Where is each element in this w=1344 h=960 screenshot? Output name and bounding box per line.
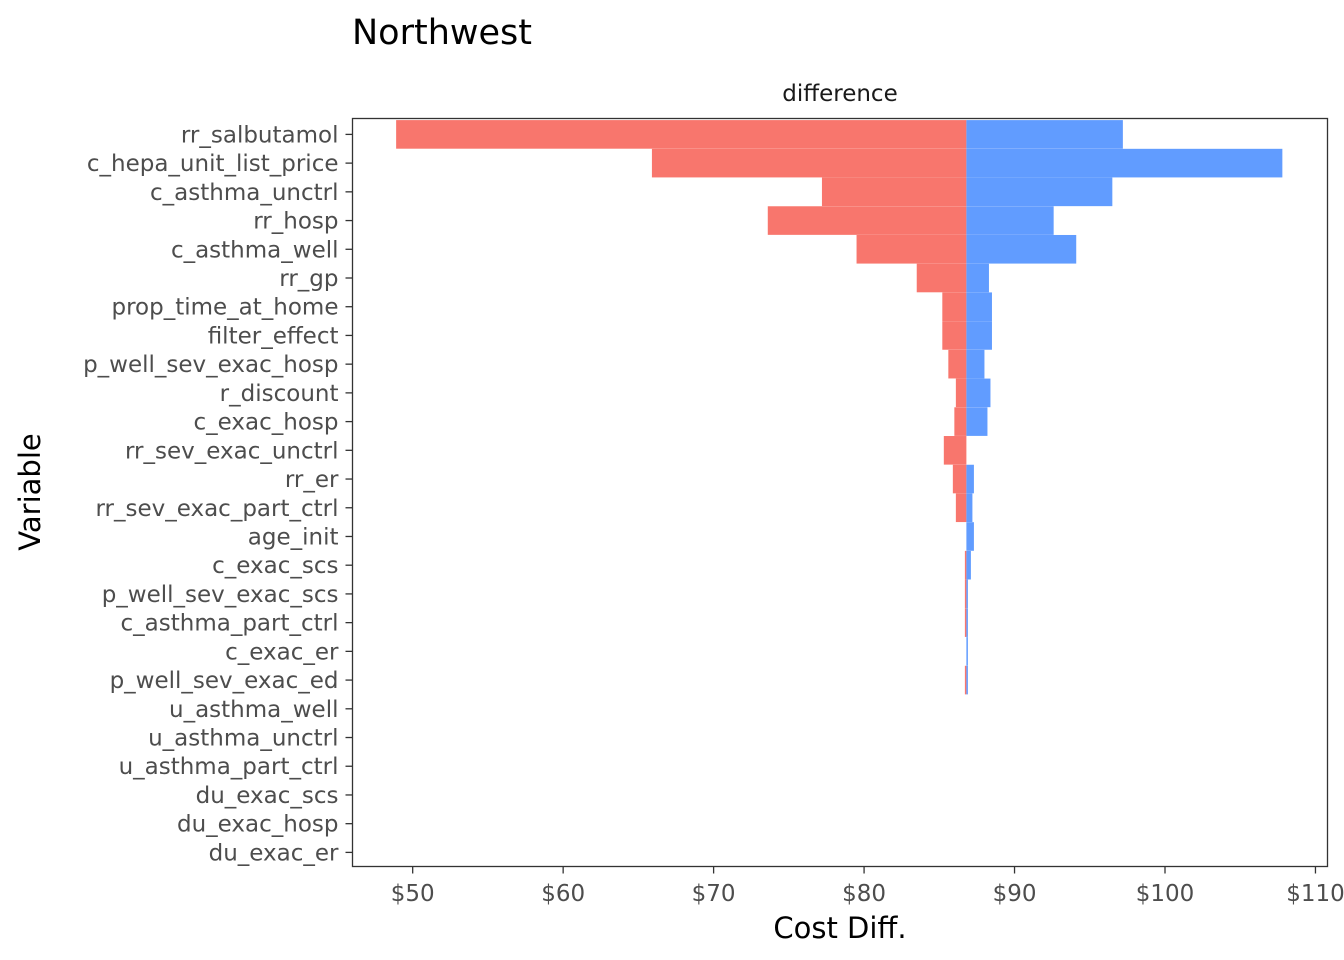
bar-high-prop_time_at_home: [966, 292, 992, 322]
y-tick-label: c_exac_scs: [212, 553, 338, 579]
x-axis: $50 $60 $70 $80 $90 $100 $110: [391, 866, 1344, 907]
y-tick-label: c_exac_hosp: [194, 410, 339, 436]
y-tick-label: c_exac_er: [225, 639, 339, 665]
y-tick-label: du_exac_hosp: [177, 812, 339, 838]
bar-low-filter_effect: [942, 321, 967, 350]
bar-low-c_asthma_part_ctrl: [964, 608, 967, 637]
y-tick-label: rr_sev_exac_unctrl: [125, 438, 339, 464]
x-tick-label: $60: [541, 881, 585, 907]
bar-low-r_discount: [955, 378, 967, 408]
x-tick-label: $110: [1286, 881, 1344, 907]
x-tick-label: $70: [692, 881, 736, 907]
bar-low-p_well_sev_exac_ed: [964, 665, 967, 695]
y-tick-label: p_well_sev_exac_scs: [102, 582, 339, 608]
bar-low-rr_er: [952, 464, 967, 494]
bar-low-rr_hosp: [767, 206, 967, 235]
bar-low-c_hepa_unit_list_price: [651, 148, 967, 178]
x-axis-title: Cost Diff.: [773, 911, 906, 945]
bars-layer: [396, 120, 1283, 695]
bar-low-p_well_sev_exac_scs: [964, 579, 967, 609]
y-tick-label: c_asthma_unctrl: [150, 180, 338, 206]
y-tick-label: age_init: [248, 524, 339, 550]
x-tick-label: $100: [1136, 881, 1195, 907]
y-tick-label: rr_er: [285, 467, 339, 493]
y-tick-label: rr_hosp: [253, 209, 338, 235]
y-tick-label: p_well_sev_exac_hosp: [83, 352, 338, 378]
bar-low-prop_time_at_home: [942, 292, 967, 322]
bar-high-p_well_sev_exac_scs: [966, 579, 968, 609]
bar-low-rr_salbutamol: [396, 120, 967, 149]
x-tick-label: $80: [842, 881, 886, 907]
y-tick-label: c_asthma_part_ctrl: [121, 611, 339, 637]
y-tick-label: rr_salbutamol: [181, 122, 339, 148]
chart-title: Northwest: [352, 13, 532, 53]
bar-low-c_asthma_well: [856, 234, 967, 264]
bar-high-c_asthma_well: [966, 234, 1077, 264]
bar-low-rr_sev_exac_unctrl: [943, 436, 967, 465]
y-tick-label: prop_time_at_home: [111, 295, 338, 321]
bar-high-c_exac_hosp: [966, 407, 988, 436]
facet-strip-label: difference: [782, 81, 897, 107]
bar-low-c_exac_scs: [964, 550, 967, 580]
y-tick-label: u_asthma_part_ctrl: [119, 754, 339, 780]
y-tick-label: r_discount: [220, 381, 339, 407]
y-tick-label: rr_sev_exac_part_ctrl: [95, 496, 338, 522]
y-tick-label: c_asthma_well: [171, 237, 339, 263]
x-tick-label: $90: [993, 881, 1037, 907]
bar-high-age_init: [966, 522, 974, 551]
bar-low-c_asthma_unctrl: [821, 177, 967, 207]
bar-low-p_well_sev_exac_hosp: [948, 349, 967, 379]
bar-high-c_asthma_unctrl: [966, 177, 1113, 207]
bar-high-rr_sev_exac_part_ctrl: [966, 493, 973, 523]
y-tick-label: c_hepa_unit_list_price: [87, 151, 339, 177]
bar-high-filter_effect: [966, 321, 992, 350]
bar-high-r_discount: [966, 378, 991, 408]
bar-high-c_asthma_part_ctrl: [966, 608, 968, 637]
bar-high-p_well_sev_exac_ed: [966, 665, 968, 695]
y-tick-label: filter_effect: [208, 323, 339, 349]
y-tick-label: u_asthma_unctrl: [148, 726, 338, 752]
bar-low-rr_sev_exac_part_ctrl: [955, 493, 967, 523]
y-tick-label: du_exac_er: [209, 840, 339, 866]
bar-high-c_exac_er: [966, 637, 968, 666]
bar-high-rr_er: [966, 464, 974, 494]
y-axis: rr_salbutamol c_hepa_unit_list_price c_ast…: [83, 122, 353, 866]
bar-low-c_exac_hosp: [954, 407, 967, 436]
y-tick-label: rr_gp: [279, 266, 338, 292]
bar-low-rr_gp: [916, 263, 967, 293]
x-tick-label: $50: [391, 881, 435, 907]
y-tick-label: du_exac_scs: [196, 783, 339, 809]
y-axis-title: Variable: [13, 433, 47, 550]
panel-border: [351, 117, 1329, 868]
bar-high-rr_salbutamol: [966, 120, 1123, 149]
bar-high-p_well_sev_exac_hosp: [966, 349, 985, 379]
y-tick-label: p_well_sev_exac_ed: [110, 668, 339, 694]
bar-high-rr_hosp: [966, 206, 1054, 235]
bar-high-rr_gp: [966, 263, 989, 293]
y-tick-label: u_asthma_well: [169, 697, 339, 723]
bar-high-c_hepa_unit_list_price: [966, 148, 1283, 178]
bar-high-c_exac_scs: [966, 550, 971, 580]
